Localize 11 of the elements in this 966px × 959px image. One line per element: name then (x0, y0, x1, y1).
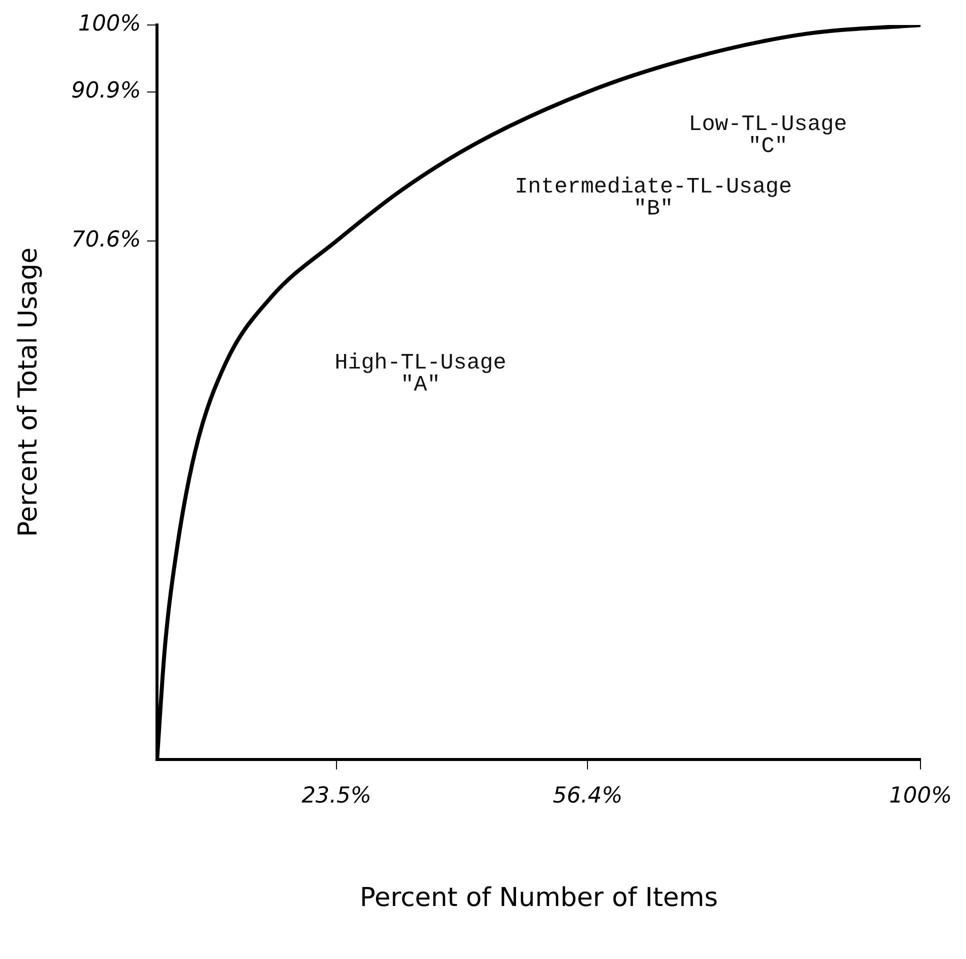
x-tick-label: 100% (889, 783, 952, 808)
annotation: Intermediate-TL-Usage "B" (514, 174, 792, 222)
y-tick-label: 100% (78, 12, 142, 37)
y-tick-label: 90.9% (71, 78, 142, 104)
x-tick-label: 56.4% (552, 783, 623, 808)
y-axis-title: Percent of Total Usage (13, 247, 44, 537)
annotation: High-TL-Usage "A" (334, 350, 506, 398)
x-axis-title: Percent of Number of Items (360, 883, 718, 914)
annotation: Low-TL-Usage "C" (688, 112, 848, 159)
y-tick-label: 70.6% (71, 228, 142, 253)
x-tick-label: 23.5% (302, 783, 372, 808)
